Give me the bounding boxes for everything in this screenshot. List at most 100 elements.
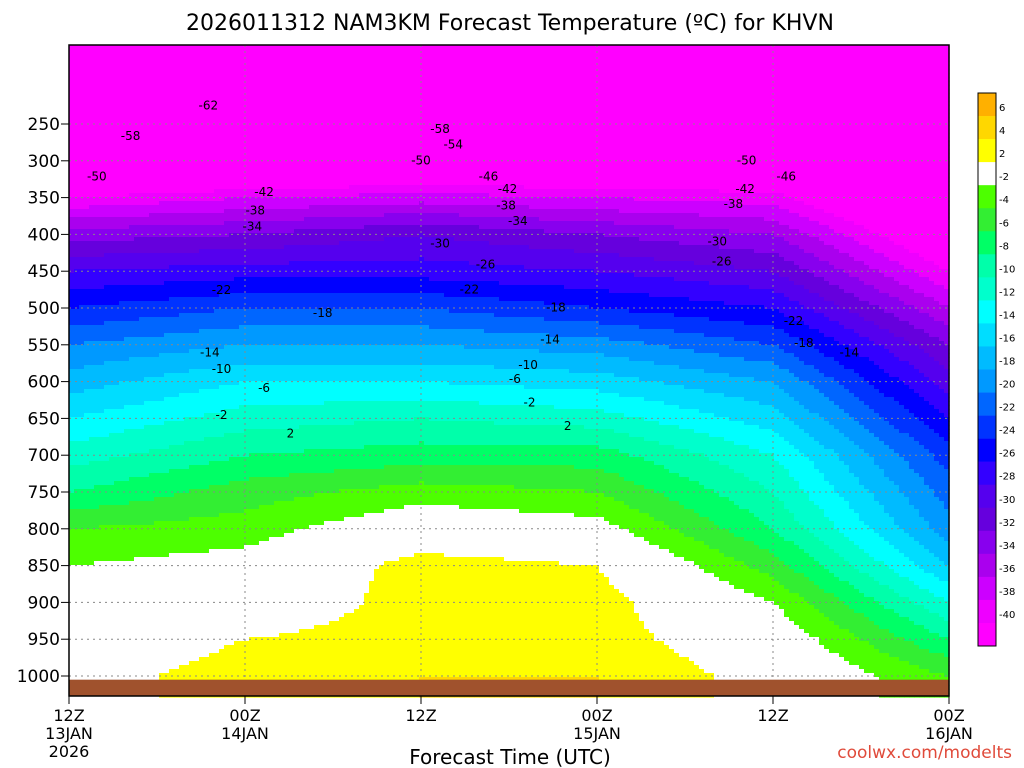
temperature-cell bbox=[179, 137, 185, 142]
temperature-cell bbox=[119, 289, 125, 294]
temperature-cell bbox=[184, 449, 190, 454]
temperature-cell bbox=[194, 457, 200, 462]
temperature-cell bbox=[204, 225, 210, 230]
temperature-cell bbox=[214, 329, 220, 334]
temperature-cell bbox=[214, 501, 220, 506]
temperature-cell bbox=[134, 89, 140, 94]
temperature-cell bbox=[159, 93, 165, 98]
temperature-cell bbox=[114, 77, 120, 82]
temperature-cell bbox=[94, 641, 100, 646]
temperature-cell bbox=[179, 353, 185, 358]
temperature-cell bbox=[124, 173, 130, 178]
temperature-cell bbox=[194, 137, 200, 142]
temperature-cell bbox=[84, 505, 90, 510]
temperature-cell bbox=[74, 589, 80, 594]
temperature-cell bbox=[159, 609, 165, 614]
temperature-cell bbox=[189, 477, 195, 482]
temperature-cell bbox=[104, 549, 110, 554]
temperature-cell bbox=[209, 589, 215, 594]
temperature-cell bbox=[134, 605, 140, 610]
temperature-cell bbox=[94, 361, 100, 366]
temperature-cell bbox=[149, 429, 155, 434]
temperature-cell bbox=[119, 357, 125, 362]
temperature-cell bbox=[199, 413, 205, 418]
temperature-cell bbox=[119, 585, 125, 590]
temperature-cell bbox=[74, 225, 80, 230]
temperature-cell bbox=[124, 321, 130, 326]
temperature-cell bbox=[209, 609, 215, 614]
temperature-cell bbox=[84, 221, 90, 226]
temperature-cell bbox=[204, 337, 210, 342]
temperature-cell bbox=[199, 465, 205, 470]
temperature-cell bbox=[209, 241, 215, 246]
temperature-cell bbox=[79, 305, 85, 310]
temperature-cell bbox=[189, 613, 195, 618]
temperature-cell bbox=[154, 121, 160, 126]
temperature-cell bbox=[89, 597, 95, 602]
temperature-cell bbox=[179, 65, 185, 70]
temperature-cell bbox=[89, 477, 95, 482]
temperature-cell bbox=[114, 633, 120, 638]
temperature-cell bbox=[164, 117, 170, 122]
temperature-cell bbox=[199, 169, 205, 174]
temperature-cell bbox=[139, 61, 145, 66]
temperature-cell bbox=[209, 597, 215, 602]
temperature-cell bbox=[164, 65, 170, 70]
temperature-cell bbox=[164, 325, 170, 330]
temperature-cell bbox=[219, 181, 225, 186]
temperature-cell bbox=[89, 205, 95, 210]
temperature-cell bbox=[109, 249, 115, 254]
temperature-cell bbox=[139, 521, 145, 526]
temperature-cell bbox=[204, 653, 210, 658]
temperature-cell bbox=[124, 653, 130, 658]
temperature-cell bbox=[94, 117, 100, 122]
temperature-cell bbox=[214, 217, 220, 222]
temperature-cell bbox=[214, 133, 220, 138]
temperature-cell bbox=[169, 313, 175, 318]
temperature-cell bbox=[119, 469, 125, 474]
temperature-cell bbox=[174, 617, 180, 622]
temperature-cell bbox=[164, 173, 170, 178]
temperature-cell bbox=[129, 605, 135, 610]
temperature-cell bbox=[219, 221, 225, 226]
temperature-cell bbox=[89, 625, 95, 630]
temperature-cell bbox=[174, 253, 180, 258]
temperature-cell bbox=[129, 589, 135, 594]
temperature-cell bbox=[124, 481, 130, 486]
temperature-cell bbox=[84, 469, 90, 474]
temperature-cell bbox=[119, 449, 125, 454]
temperature-cell bbox=[199, 85, 205, 90]
temperature-cell bbox=[199, 485, 205, 490]
temperature-cell bbox=[159, 345, 165, 350]
temperature-cell bbox=[134, 353, 140, 358]
temperature-cell bbox=[104, 365, 110, 370]
temperature-cell bbox=[74, 297, 80, 302]
temperature-cell bbox=[89, 593, 95, 598]
temperature-cell bbox=[199, 49, 205, 54]
temperature-cell bbox=[194, 613, 200, 618]
temperature-cell bbox=[199, 549, 205, 554]
temperature-cell bbox=[104, 329, 110, 334]
temperature-cell bbox=[109, 181, 115, 186]
temperature-cell bbox=[209, 521, 215, 526]
temperature-cell bbox=[174, 385, 180, 390]
temperature-cell bbox=[184, 253, 190, 258]
temperature-cell bbox=[159, 521, 165, 526]
temperature-cell bbox=[134, 277, 140, 282]
temperature-cell bbox=[184, 413, 190, 418]
temperature-cell bbox=[94, 161, 100, 166]
temperature-cell bbox=[104, 417, 110, 422]
temperature-cell bbox=[119, 413, 125, 418]
temperature-cell bbox=[144, 657, 150, 662]
temperature-cell bbox=[169, 141, 175, 146]
temperature-cell bbox=[199, 569, 205, 574]
temperature-cell bbox=[209, 153, 215, 158]
temperature-cell bbox=[84, 229, 90, 234]
temperature-cell bbox=[104, 69, 110, 74]
temperature-cell bbox=[134, 161, 140, 166]
temperature-cell bbox=[169, 441, 175, 446]
temperature-cell bbox=[169, 201, 175, 206]
temperature-cell bbox=[109, 649, 115, 654]
temperature-cell bbox=[174, 165, 180, 170]
temperature-cell bbox=[89, 77, 95, 82]
